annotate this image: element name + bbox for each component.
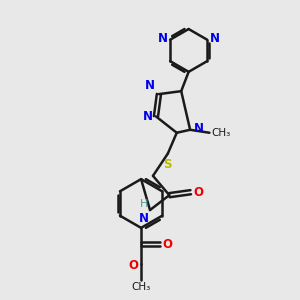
Text: N: N — [209, 32, 220, 45]
Text: N: N — [158, 32, 168, 45]
Text: N: N — [145, 79, 155, 92]
Text: O: O — [129, 259, 139, 272]
Text: O: O — [163, 238, 173, 251]
Text: CH₃: CH₃ — [131, 282, 151, 292]
Text: CH₃: CH₃ — [211, 128, 230, 138]
Text: H: H — [140, 199, 148, 208]
Text: S: S — [164, 158, 172, 171]
Text: O: O — [193, 186, 203, 199]
Text: N: N — [142, 110, 152, 123]
Text: N: N — [139, 212, 148, 224]
Text: N: N — [194, 122, 204, 135]
